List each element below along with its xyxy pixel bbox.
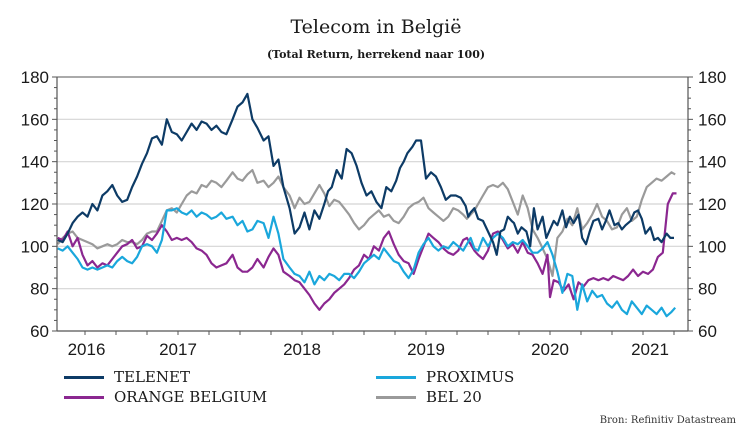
series-line-orange-belgium [57,192,677,311]
series-line-telenet [57,92,674,256]
series-line-proximus [57,207,677,318]
legend-item-bel20: BEL 20 [376,388,482,406]
y-tick-label-left-140: 140 [21,153,49,172]
y-tick-label-right-140: 140 [698,153,726,172]
legend-label-orange-belgium: ORANGE BELGIUM [114,388,268,406]
legend-swatch-bel20 [376,395,416,399]
series-lines [56,92,677,318]
y-tick-label-left-120: 120 [21,195,49,214]
legend-label-bel20: BEL 20 [426,388,482,406]
y-tick-label-left-60: 60 [30,322,49,341]
y-tick-label-left-180: 180 [21,68,49,87]
legend-item-orange-belgium: ORANGE BELGIUM [64,388,267,406]
legend-swatch-orange-belgium [64,395,104,399]
x-tick-label-2019: 2019 [407,340,445,359]
legend-label-telenet: TELENET [114,368,190,386]
y-tick-label-right-120: 120 [698,195,726,214]
legend-swatch-proximus [376,375,416,379]
y-axis-right: 60 80 100 120 140 160 180 [688,68,726,341]
y-tick-label-left-80: 80 [30,280,49,299]
x-tick-label-2021: 2021 [631,340,669,359]
x-tick-label-2016: 2016 [68,340,106,359]
x-tick-label-2020: 2020 [531,340,569,359]
y-tick-label-right-100: 100 [698,237,726,256]
y-tick-label-left-160: 160 [21,110,49,129]
legend-label-proximus: PROXIMUS [426,368,515,386]
y-axis-left: 60 80 100 120 140 160 180 [21,68,57,341]
legend-item-telenet: TELENET [64,368,190,386]
legend-item-proximus: PROXIMUS [376,368,514,386]
y-tick-label-right-80: 80 [698,280,717,299]
gridlines [57,118,688,290]
source-note: Bron: Refinitiv Datastream [599,415,736,426]
x-axis: 2016 2017 2018 2019 2020 2021 [68,331,675,359]
y-tick-label-right-180: 180 [698,68,726,87]
x-tick-label-2018: 2018 [283,340,321,359]
legend-swatch-telenet [64,375,104,379]
x-tick-label-2017: 2017 [159,340,197,359]
y-tick-label-right-160: 160 [698,110,726,129]
chart-subtitle: (Total Return, herrekend naar 100) [266,48,486,61]
y-tick-label-right-60: 60 [698,322,717,341]
chart-title: Telecom in België [290,16,462,38]
y-tick-label-left-100: 100 [21,237,49,256]
